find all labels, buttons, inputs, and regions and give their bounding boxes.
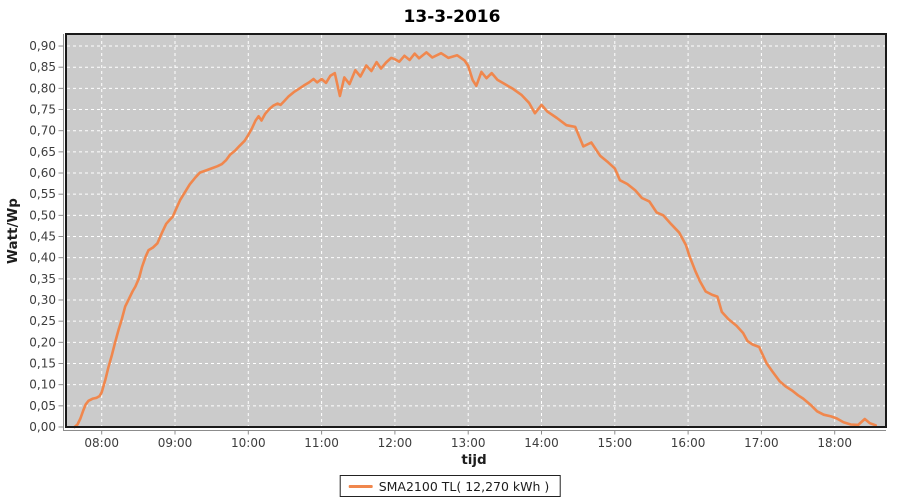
y-tick-label: 0,30	[29, 293, 56, 307]
x-tick-label: 10:00	[231, 436, 266, 450]
x-tick-label: 11:00	[304, 436, 339, 450]
x-tick-label: 09:00	[158, 436, 193, 450]
x-axis-title: tijd	[461, 452, 486, 468]
x-tick-label: 16:00	[671, 436, 706, 450]
y-tick-label: 0,55	[29, 187, 56, 201]
y-tick-label: 0,65	[29, 145, 56, 159]
y-tick-label: 0,70	[29, 124, 56, 138]
x-tick-label: 14:00	[524, 436, 559, 450]
y-tick-label: 0,50	[29, 208, 56, 222]
y-tick-label: 0,10	[29, 378, 56, 392]
legend-series-label: SMA2100 TL( 12,270 kWh )	[378, 478, 550, 494]
y-tick-label: 0,25	[29, 314, 56, 328]
y-axis-title: Watt/Wp	[5, 198, 21, 264]
x-tick-label: 13:00	[451, 436, 486, 450]
y-tick-label: 0,75	[29, 103, 56, 117]
x-tick-label: 08:00	[84, 436, 119, 450]
y-tick-label: 0,20	[29, 335, 56, 349]
chart-title: 13-3-2016	[404, 7, 501, 27]
y-tick-label: 0,35	[29, 272, 56, 286]
y-tick-label: 0,90	[29, 39, 56, 53]
y-tick-label: 0,05	[29, 399, 56, 413]
x-tick-label: 18:00	[817, 436, 852, 450]
legend: SMA2100 TL( 12,270 kWh )	[339, 475, 561, 497]
y-tick-label: 0,60	[29, 166, 56, 180]
y-tick-label: 0,45	[29, 230, 56, 244]
y-tick-label: 0,00	[29, 420, 56, 434]
y-tick-label: 0,15	[29, 357, 56, 371]
x-tick-label: 15:00	[598, 436, 633, 450]
legend-line-swatch-icon	[348, 484, 373, 488]
plot-area: 0,00 0,05 0,10 0,15 0,20 0,25 0,30 0,35 0,40 0,45…	[29, 33, 887, 450]
y-tick-label: 0,85	[29, 60, 56, 74]
y-tick-label: 0,80	[29, 81, 56, 95]
y-tick-label: 0,40	[29, 251, 56, 265]
x-tick-label: 17:00	[744, 436, 779, 450]
x-tick-label: 12:00	[378, 436, 413, 450]
